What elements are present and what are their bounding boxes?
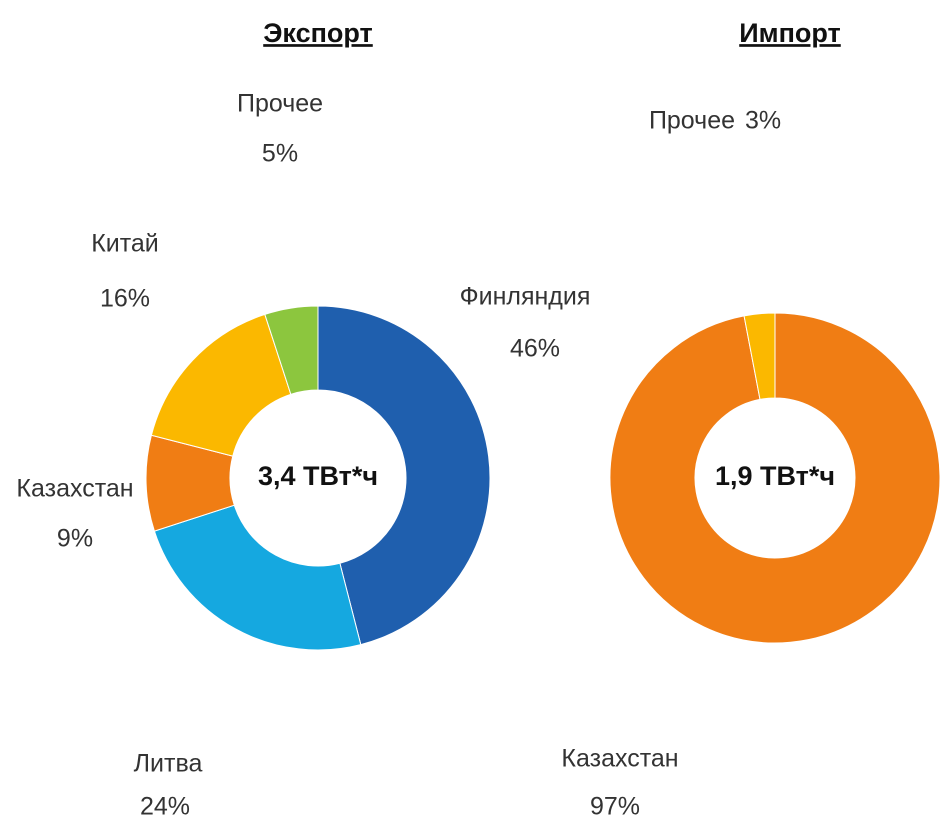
slice-value-label: 24% xyxy=(140,793,190,821)
slice-value-label: 46% xyxy=(510,335,560,363)
donut-slice xyxy=(153,504,362,651)
slice-label: Прочее xyxy=(237,90,323,118)
slice-value-label: 5% xyxy=(262,140,298,168)
slice-label: Прочее xyxy=(649,107,735,135)
chart-title: Импорт xyxy=(739,18,841,48)
slice-value-label: 3% xyxy=(745,107,781,135)
donut-slice xyxy=(743,312,776,401)
slice-value-label: 9% xyxy=(57,525,93,553)
donut-slice xyxy=(609,312,941,644)
slice-label: Финляндия xyxy=(460,283,591,311)
slice-value-label: 97% xyxy=(590,793,640,821)
donut-slice xyxy=(150,313,292,457)
slice-label: Казахстан xyxy=(561,745,678,773)
slice-label: Китай xyxy=(91,230,159,258)
slice-label: Казахстан xyxy=(16,475,133,503)
donut-slice xyxy=(317,305,491,646)
center-label: 1,9 ТВт*ч xyxy=(715,461,835,491)
slice-value-label: 16% xyxy=(100,285,150,313)
center-label: 3,4 ТВт*ч xyxy=(258,461,378,491)
slice-label: Литва xyxy=(134,750,203,778)
donut-slice xyxy=(264,305,319,395)
chart-title: Экспорт xyxy=(263,18,373,48)
